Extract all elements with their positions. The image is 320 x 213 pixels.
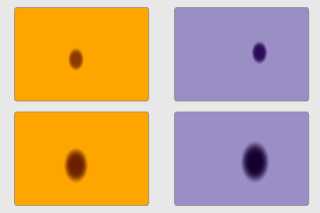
Circle shape: [70, 157, 82, 174]
Circle shape: [254, 45, 265, 60]
Circle shape: [259, 52, 260, 54]
FancyBboxPatch shape: [14, 8, 149, 101]
Circle shape: [252, 157, 259, 167]
Circle shape: [66, 150, 86, 181]
Circle shape: [73, 55, 79, 64]
Circle shape: [72, 53, 80, 66]
Circle shape: [255, 46, 264, 60]
FancyBboxPatch shape: [174, 8, 309, 101]
Circle shape: [75, 164, 77, 167]
Circle shape: [68, 153, 84, 177]
Circle shape: [74, 163, 78, 168]
Circle shape: [70, 51, 82, 68]
Circle shape: [248, 151, 262, 173]
Circle shape: [254, 161, 256, 163]
Circle shape: [258, 50, 261, 56]
Circle shape: [65, 149, 87, 182]
Circle shape: [252, 158, 258, 166]
Circle shape: [253, 43, 266, 62]
Circle shape: [249, 153, 261, 171]
FancyBboxPatch shape: [174, 112, 309, 205]
Circle shape: [244, 146, 266, 178]
Circle shape: [74, 56, 78, 62]
Circle shape: [256, 47, 263, 58]
Circle shape: [250, 154, 260, 170]
Circle shape: [69, 49, 83, 70]
Circle shape: [247, 150, 263, 174]
Circle shape: [258, 51, 261, 54]
Circle shape: [71, 52, 81, 67]
Circle shape: [75, 58, 77, 61]
Circle shape: [70, 50, 82, 69]
Circle shape: [66, 151, 86, 180]
Circle shape: [246, 149, 264, 175]
Circle shape: [244, 145, 267, 179]
Circle shape: [252, 42, 267, 63]
Circle shape: [72, 54, 80, 65]
Circle shape: [255, 46, 264, 59]
Circle shape: [70, 50, 82, 68]
Circle shape: [242, 142, 268, 181]
Circle shape: [258, 50, 261, 55]
Circle shape: [71, 52, 81, 66]
Circle shape: [67, 152, 85, 179]
Circle shape: [73, 55, 79, 63]
Circle shape: [72, 53, 80, 65]
Circle shape: [256, 48, 263, 57]
Circle shape: [254, 44, 265, 61]
Circle shape: [74, 162, 78, 169]
Circle shape: [75, 57, 77, 62]
Circle shape: [72, 160, 80, 171]
Circle shape: [243, 144, 268, 180]
Circle shape: [253, 159, 257, 165]
Circle shape: [70, 156, 82, 174]
Circle shape: [245, 147, 265, 177]
Circle shape: [253, 160, 257, 164]
Circle shape: [257, 49, 262, 57]
Circle shape: [253, 43, 266, 63]
Circle shape: [69, 155, 83, 176]
Circle shape: [68, 153, 84, 178]
Circle shape: [73, 161, 79, 170]
Circle shape: [257, 49, 262, 56]
FancyBboxPatch shape: [14, 112, 149, 205]
Circle shape: [69, 49, 83, 69]
Circle shape: [72, 159, 80, 172]
Circle shape: [259, 52, 260, 53]
Circle shape: [256, 47, 263, 59]
Circle shape: [68, 154, 84, 176]
Circle shape: [74, 56, 78, 63]
Circle shape: [71, 158, 81, 173]
Circle shape: [251, 155, 260, 168]
Circle shape: [254, 45, 265, 61]
Circle shape: [249, 152, 261, 172]
Circle shape: [245, 148, 265, 176]
Circle shape: [75, 58, 77, 60]
